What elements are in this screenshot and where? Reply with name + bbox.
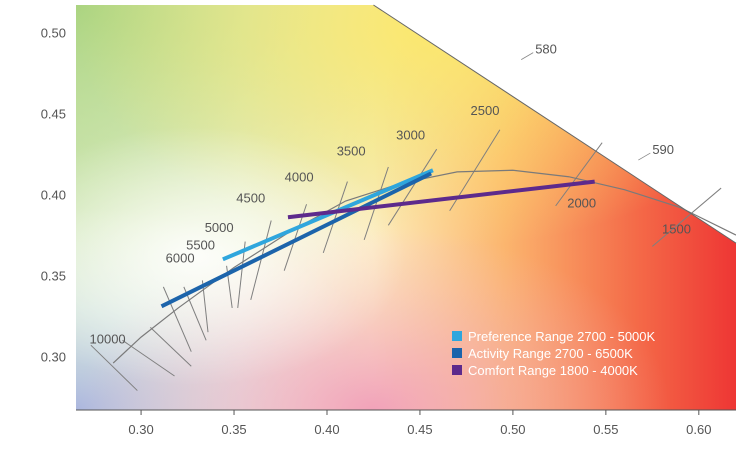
- series-line-activity-range-2700-6500k: [160, 171, 432, 309]
- cct-label-4500: 4500: [236, 191, 265, 206]
- wavelength-labels: 580 590: [535, 42, 674, 157]
- isotherm-line: [250, 220, 272, 300]
- chromaticity-gamut-background: [76, 5, 736, 410]
- isotherm-line: [387, 148, 438, 226]
- y-tick-label: 0.30: [41, 350, 66, 365]
- range-series: [160, 168, 595, 309]
- series-line-preference-range-2700-5000k: [222, 168, 434, 262]
- gamut-layer: [76, 5, 736, 410]
- spectral-boundary: [373, 4, 737, 244]
- isotherm-line: [150, 327, 192, 367]
- legend-label-activity-range-2700-6500k: Activity Range 2700 - 6500K: [468, 346, 633, 361]
- cct-label-1500: 1500: [662, 221, 691, 236]
- cct-label-5500: 5500: [186, 238, 215, 253]
- isotherm-line: [162, 286, 192, 352]
- isotherm-line: [322, 181, 348, 254]
- x-tick-label: 0.50: [500, 422, 525, 437]
- cct-label-6000: 6000: [166, 251, 195, 266]
- isotherm-line: [652, 187, 722, 247]
- x-tick-label: 0.40: [314, 422, 339, 437]
- x-tick-label: 0.35: [221, 422, 246, 437]
- wavelength-label-590: 590: [652, 142, 674, 157]
- x-tick-label: 0.45: [407, 422, 432, 437]
- x-tick-label: 0.30: [128, 422, 153, 437]
- isotherm-line: [90, 344, 138, 391]
- wavelength-label-580: 580: [535, 42, 557, 57]
- y-tick-label: 0.45: [41, 107, 66, 122]
- cct-labels: 1000060005500500045004000350030002500200…: [90, 103, 691, 346]
- cct-label-2500: 2500: [471, 103, 500, 118]
- legend-swatch-comfort-range-1800-4000k: [452, 365, 462, 375]
- legend-label-preference-range-2700-5000k: Preference Range 2700 - 5000K: [468, 329, 656, 344]
- y-tick-label: 0.35: [41, 269, 66, 284]
- legend: Preference Range 2700 - 5000K Activity Ra…: [452, 329, 656, 378]
- legend-swatch-preference-range-2700-5000k: [452, 331, 462, 341]
- cct-label-4000: 4000: [285, 170, 314, 185]
- wavelength-tick: [521, 52, 534, 60]
- isotherm-line: [237, 241, 246, 308]
- legend-swatch-activity-range-2700-6500k: [452, 348, 462, 358]
- cct-label-3000: 3000: [396, 127, 425, 142]
- spectral-locus: [373, 4, 737, 244]
- cct-label-3500: 3500: [337, 144, 366, 159]
- isotherm-line: [555, 142, 603, 207]
- isotherm-line: [183, 286, 207, 341]
- x-tick-label: 0.55: [593, 422, 618, 437]
- series-line-comfort-range-1800-4000k: [287, 179, 595, 220]
- isotherm-line: [363, 166, 389, 241]
- cct-label-10000: 10000: [90, 332, 126, 347]
- cct-label-2000: 2000: [567, 196, 596, 211]
- y-tick-label: 0.50: [41, 26, 66, 41]
- x-tick-label: 0.60: [686, 422, 711, 437]
- legend-label-comfort-range-1800-4000k: Comfort Range 1800 - 4000K: [468, 363, 638, 378]
- wavelength-tick: [638, 152, 651, 161]
- axes: 0.30 0.35 0.40 0.45 0.50 0.55 0.60 0.30 0.35 0.40…: [41, 26, 736, 437]
- y-tick-label: 0.40: [41, 188, 66, 203]
- cct-label-5000: 5000: [205, 220, 234, 235]
